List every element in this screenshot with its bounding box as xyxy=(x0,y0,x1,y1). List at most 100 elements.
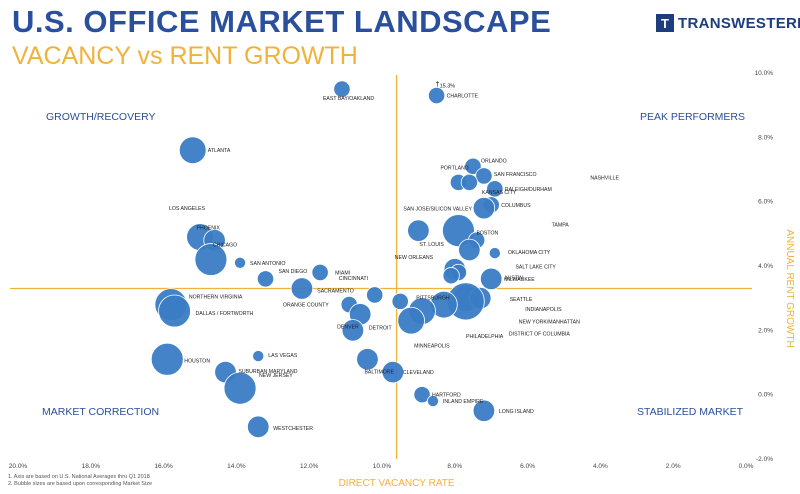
x-tick-label: 16.0% xyxy=(154,463,173,470)
footnotes: 1. Axis are based on U.S. National Avera… xyxy=(8,474,152,488)
bubble-label: WESTCHESTER xyxy=(273,426,313,432)
bubble xyxy=(178,136,207,165)
bubble-label: BOSTON xyxy=(476,231,498,237)
bubble-label: DISTRICT OF COLUMBIA xyxy=(509,332,571,338)
bubble-label: DETROIT xyxy=(369,325,393,331)
bubble-label: COLUMBUS xyxy=(501,203,531,209)
bubble xyxy=(475,167,493,185)
bubble-label: DENVER xyxy=(337,324,359,330)
bubble xyxy=(223,371,257,405)
x-tick-label: 6.0% xyxy=(520,463,535,470)
quadrant-label-market-correction: MARKET CORRECTION xyxy=(42,406,160,418)
bubble-label: EAST BAY/OAKLAND xyxy=(323,96,374,102)
bubble-label: PITTSBURGH xyxy=(416,295,450,301)
bubble xyxy=(460,173,478,191)
bubble-label: INLAND EMPIRE xyxy=(443,399,484,405)
y-tick-label: 8.0% xyxy=(758,134,773,141)
y-axis-title: ANNUAL RENT GROWTH xyxy=(784,229,795,347)
bubble-label: PHILADELPHIA xyxy=(466,334,504,340)
bubble-label: HOUSTON xyxy=(184,358,210,364)
bubble xyxy=(480,267,503,291)
bubble-label: DALLAS / FORTWORTH xyxy=(196,311,254,317)
y-tick-label: 6.0% xyxy=(758,199,773,206)
bubble xyxy=(472,399,496,422)
bubble xyxy=(413,386,431,404)
x-tick-label: 18.0% xyxy=(82,463,101,470)
bubble xyxy=(252,350,265,363)
bubble-label: NEW YORK/MANHATTAN xyxy=(519,319,580,325)
bubble xyxy=(381,360,405,384)
bubble xyxy=(464,157,482,175)
bubble-label: INDIANAPOLIS xyxy=(525,307,562,313)
bubble-label: LONG ISLAND xyxy=(499,409,534,415)
bubble-label: SAN JOSE/SILICON VALLEY xyxy=(403,207,472,213)
bubble-label: CLEVELAND xyxy=(403,370,434,376)
outlier-note: 15.3% xyxy=(440,84,456,90)
bubble-label: ST. LOUIS xyxy=(419,242,444,248)
quadrant-label-growth-recovery: GROWTH/RECOVERY xyxy=(46,111,156,123)
bubble-label: CHARLOTTE xyxy=(447,94,479,100)
x-tick-label: 4.0% xyxy=(593,463,608,470)
bubble xyxy=(150,342,184,376)
bubble xyxy=(486,180,504,198)
brand-mark-icon: T xyxy=(656,14,674,32)
bubble xyxy=(442,214,475,248)
bubble-label: NEW ORLEANS xyxy=(395,255,434,261)
bubble-label: SAN ANTONIO xyxy=(250,261,285,267)
bubble-label: SACRAMENTO xyxy=(317,289,354,295)
brand-name: TRANSWESTERN xyxy=(678,14,800,32)
bubble-label: ATLANTA xyxy=(208,148,231,154)
y-tick-label: 0.0% xyxy=(758,392,773,399)
y-tick-label: -2.0% xyxy=(756,456,773,463)
bubble xyxy=(234,256,247,269)
y-tick-label: 10.0% xyxy=(755,70,774,77)
bubble-label: NASHVILLE xyxy=(590,175,619,181)
x-tick-label: 2.0% xyxy=(666,463,681,470)
x-axis-title: DIRECT VACANCY RATE xyxy=(339,478,455,489)
bubble xyxy=(391,292,409,310)
bubble xyxy=(397,306,425,335)
x-tick-label: 20.0% xyxy=(9,463,28,470)
bubble-label: SAN DIEGO xyxy=(279,269,308,275)
bubble xyxy=(356,348,379,371)
bubble xyxy=(247,415,270,439)
x-tick-label: 12.0% xyxy=(300,463,319,470)
bubble-label: CINCINNATI xyxy=(339,276,368,282)
bubble-label: SUBURBAN MARYLAND xyxy=(238,369,297,375)
bubble xyxy=(194,243,228,276)
bubble-label: MINNEAPOLIS xyxy=(414,344,450,350)
x-tick-label: 14.0% xyxy=(227,463,246,470)
bubble xyxy=(311,263,329,282)
bubble xyxy=(256,270,275,288)
footnote-2: 2. Bubble sizes are based upon correspon… xyxy=(8,481,153,487)
bubble-label: NEW JERSEY xyxy=(259,373,293,379)
bubble-label: SEATTLE xyxy=(510,297,533,303)
bubble-label: KANSAS CITY xyxy=(482,190,517,196)
bubble xyxy=(366,286,384,304)
bubble-label: LAS VEGAS xyxy=(268,353,298,359)
bubble xyxy=(426,395,439,408)
bubble-label: AUSTIN xyxy=(504,276,523,282)
bubble-label: RALEIGH/DURHAM xyxy=(505,187,552,193)
bubble-label: PHOENIX xyxy=(197,225,221,231)
bubble-label: OKLAHOMA CITY xyxy=(508,250,551,256)
brand-logo: T TRANSWESTERN® xyxy=(656,14,800,32)
bubble xyxy=(341,319,365,342)
y-tick-label: 2.0% xyxy=(758,327,773,334)
bubble xyxy=(442,267,460,285)
bubble-label: LOS ANGELES xyxy=(169,206,206,212)
bubble xyxy=(472,196,496,220)
footnote-1: 1. Axis are based on U.S. National Avera… xyxy=(8,474,150,480)
bubble xyxy=(158,294,191,328)
x-tick-label: 8.0% xyxy=(447,463,462,470)
bubble xyxy=(407,219,430,242)
bubble-label: MILWAUKEE xyxy=(504,277,535,283)
bubble-label: MIAMI xyxy=(335,270,350,276)
bubble xyxy=(427,86,446,105)
bubble-label: SAN FRANCISCO xyxy=(494,172,537,178)
bubble-label: ORANGE COUNTY xyxy=(283,303,329,309)
quadrant-label-peak-performers: PEAK PERFORMERS xyxy=(640,111,746,123)
bubble-label: PORTLAND xyxy=(440,165,468,171)
bubble xyxy=(488,247,501,260)
